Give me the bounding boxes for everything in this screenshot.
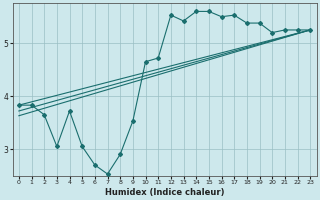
X-axis label: Humidex (Indice chaleur): Humidex (Indice chaleur) (105, 188, 224, 197)
